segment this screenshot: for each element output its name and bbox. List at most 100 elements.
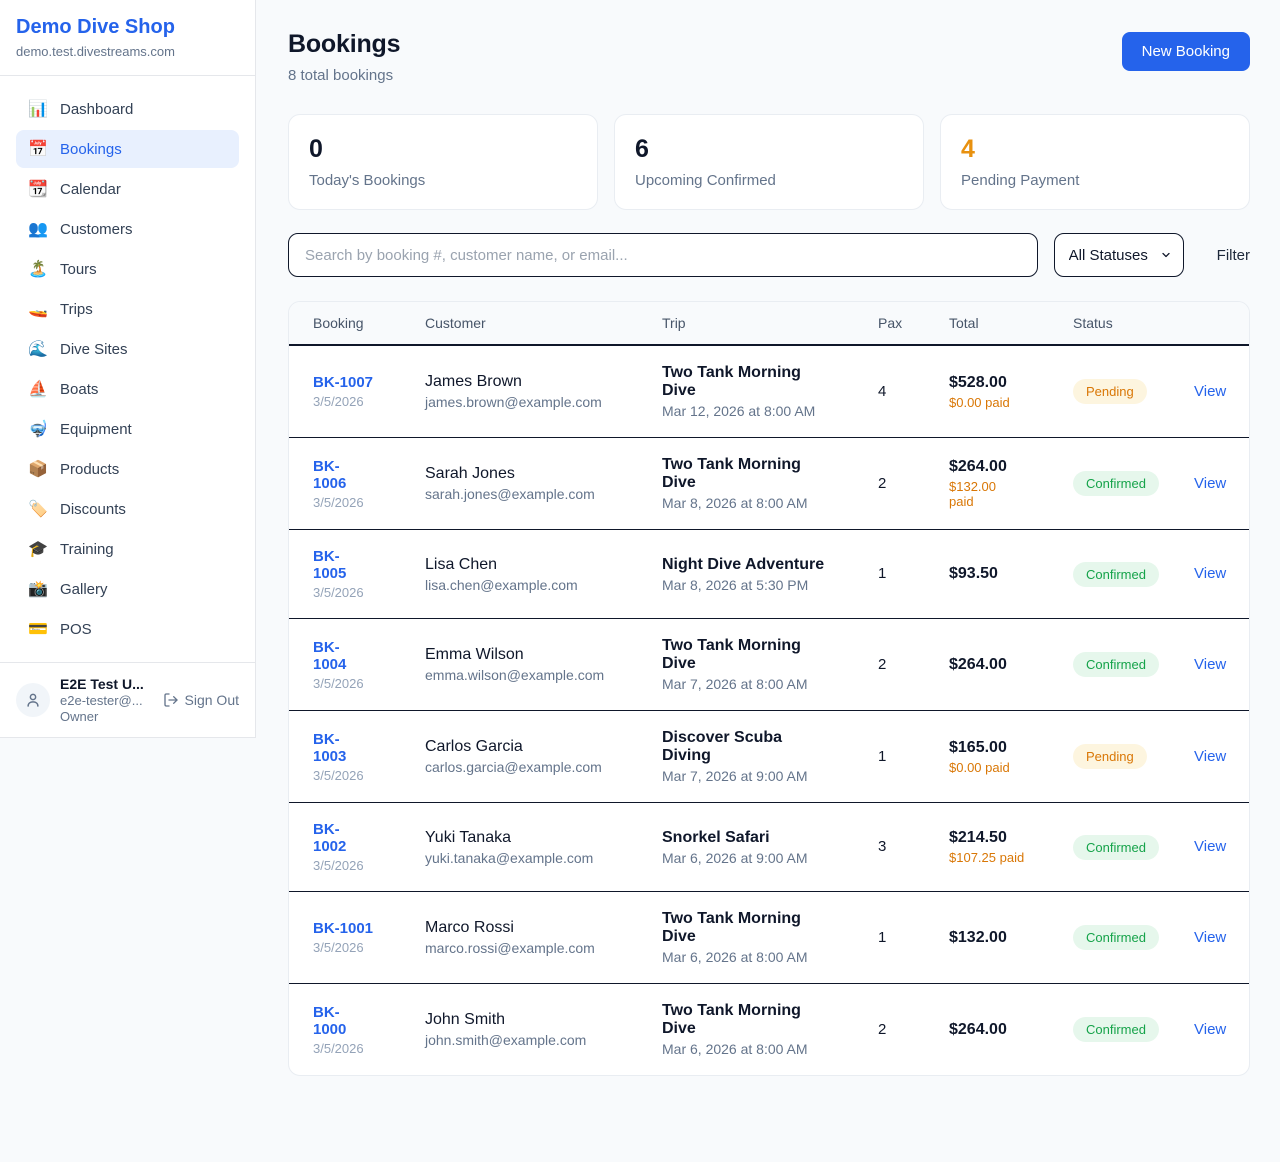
customer-cell: Yuki Tanaka yuki.tanaka@example.com (425, 802, 662, 892)
pax-cell: 4 (878, 345, 949, 438)
trip-datetime: Mar 6, 2026 at 8:00 AM (662, 949, 808, 965)
booking-id-link[interactable]: BK- 1006 (313, 457, 347, 492)
sidebar: Demo Dive Shop demo.test.divestreams.com… (0, 0, 256, 738)
booking-id-link[interactable]: BK- 1003 (313, 730, 347, 765)
stat-value: 4 (961, 135, 975, 163)
shop-name: Demo Dive Shop (16, 16, 175, 38)
view-link[interactable]: View (1194, 1020, 1227, 1038)
booking-cell: BK-1001 3/5/2026 (289, 891, 425, 984)
stat-card: 6 Upcoming Confirmed (614, 114, 924, 210)
customer-email: yuki.tanaka@example.com (425, 849, 594, 866)
view-link[interactable]: View (1194, 928, 1227, 946)
booking-id-link[interactable]: BK- 1002 (313, 821, 347, 855)
status-filter-select[interactable]: All Statuses (1053, 233, 1184, 277)
view-link[interactable]: View (1194, 474, 1227, 492)
booking-id-link[interactable]: BK- 1000 (313, 1003, 347, 1038)
sidebar-nav-item[interactable]: 🤿 Equipment (16, 410, 239, 448)
search-input[interactable] (288, 233, 1038, 277)
trip-name: Two Tank Morning Dive (662, 1002, 801, 1037)
col-header-status: Status (1073, 302, 1194, 346)
sidebar-nav-item[interactable]: 📦 Products (16, 450, 239, 488)
nav-item-icon: 📅 (28, 141, 48, 158)
booking-cell: BK- 1005 3/5/2026 (289, 529, 425, 619)
sidebar-nav-item[interactable]: 📸 Gallery (16, 570, 239, 608)
booking-row: BK- 1002 3/5/2026 Yuki Tanaka yuki.tanak… (289, 802, 1249, 892)
sidebar-nav-item[interactable]: 🎓 Training (16, 530, 239, 568)
booking-cell: BK-1007 3/5/2026 (289, 345, 425, 438)
nav-item-label: Trips (60, 300, 93, 318)
sidebar-nav-item[interactable]: 🚤 Trips (16, 290, 239, 328)
nav-item-icon: 📆 (28, 181, 48, 198)
status-badge: Pending (1073, 379, 1147, 404)
sidebar-nav-item[interactable]: 🏷️ Discounts (16, 490, 239, 528)
booking-row: BK-1001 3/5/2026 Marco Rossi marco.rossi… (289, 891, 1249, 984)
customer-email: carlos.garcia@example.com (425, 759, 602, 775)
sidebar-nav-item[interactable]: 📆 Calendar (16, 170, 239, 208)
trip-cell: Two Tank Morning Dive Mar 8, 2026 at 8:0… (662, 437, 878, 530)
trip-cell: Two Tank Morning Dive Mar 7, 2026 at 8:0… (662, 618, 878, 711)
view-link[interactable]: View (1194, 382, 1227, 400)
actions-cell: View (1194, 437, 1249, 530)
trip-name: Discover Scuba Diving (662, 729, 783, 764)
view-link[interactable]: View (1194, 655, 1227, 673)
shop-domain: demo.test.divestreams.com (16, 44, 175, 59)
user-name: E2E Test U... (60, 676, 144, 692)
view-link[interactable]: View (1194, 747, 1227, 765)
view-link[interactable]: View (1194, 565, 1227, 582)
booking-row: BK- 1005 3/5/2026 Lisa Chen lisa.chen@ex… (289, 529, 1249, 619)
booking-row: BK- 1003 3/5/2026 Carlos Garcia carlos.g… (289, 710, 1249, 803)
booking-date: 3/5/2026 (313, 1040, 364, 1056)
customer-email: marco.rossi@example.com (425, 940, 595, 956)
customer-name: Emma Wilson (425, 646, 524, 663)
bookings-table-card: Booking Customer Trip Pax Total Status B… (288, 301, 1250, 1076)
booking-id-link[interactable]: BK-1001 (313, 920, 374, 937)
booking-id-link[interactable]: BK- 1004 (313, 638, 347, 673)
sidebar-nav-item[interactable]: 🏝️ Tours (16, 250, 239, 288)
total-amount: $264.00 (949, 655, 1007, 673)
customer-cell: Marco Rossi marco.rossi@example.com (425, 891, 662, 984)
sidebar-nav-item[interactable]: ⛵ Boats (16, 370, 239, 408)
sidebar-nav-item[interactable]: 📊 Dashboard (16, 90, 239, 128)
booking-date: 3/5/2026 (313, 767, 364, 783)
nav-item-icon: 👥 (28, 221, 48, 238)
status-badge: Confirmed (1073, 925, 1159, 950)
stat-label: Pending Payment (961, 172, 1080, 189)
trip-cell: Two Tank Morning Dive Mar 6, 2026 at 8:0… (662, 984, 878, 1076)
brand-header: Demo Dive Shop demo.test.divestreams.com (0, 0, 255, 76)
customer-name: Yuki Tanaka (425, 828, 511, 846)
view-link[interactable]: View (1194, 838, 1227, 855)
filter-button[interactable]: Filter (1216, 246, 1250, 264)
booking-id-link[interactable]: BK-1007 (313, 374, 374, 391)
sidebar-nav-item[interactable]: 💳 POS (16, 610, 239, 648)
sidebar-nav-item[interactable]: 👥 Customers (16, 210, 239, 248)
booking-cell: BK- 1004 3/5/2026 (289, 618, 425, 711)
total-cell: $264.00 (949, 618, 1073, 711)
status-cell: Pending (1073, 345, 1194, 438)
sign-out-button[interactable]: Sign Out (163, 692, 239, 708)
page-title: Bookings (288, 30, 401, 58)
trip-datetime: Mar 7, 2026 at 9:00 AM (662, 768, 808, 784)
total-cell: $264.00 (949, 984, 1073, 1076)
customer-email: sarah.jones@example.com (425, 486, 595, 502)
booking-row: BK- 1004 3/5/2026 Emma Wilson emma.wilso… (289, 618, 1249, 711)
sidebar-nav-item[interactable]: 🌊 Dive Sites (16, 330, 239, 368)
user-email: e2e-tester@... (60, 693, 143, 708)
status-filter: All Statuses (1053, 233, 1184, 277)
total-cell: $132.00 (949, 891, 1073, 984)
sidebar-nav-item[interactable]: 📅 Bookings (16, 130, 239, 168)
stat-label: Today's Bookings (309, 172, 426, 189)
nav-item-label: Training (60, 540, 114, 558)
person-icon (27, 693, 39, 707)
actions-cell: View (1194, 345, 1249, 438)
trip-datetime: Mar 8, 2026 at 5:30 PM (662, 576, 809, 593)
booking-date: 3/5/2026 (313, 858, 364, 873)
status-cell: Confirmed (1073, 529, 1194, 619)
sidebar-nav: 📊 Dashboard 📅 Bookings 📆 Calendar 👥 Cust… (0, 76, 255, 662)
booking-id-link[interactable]: BK- 1005 (313, 548, 347, 582)
table-body: BK-1007 3/5/2026 James Brown james.brown… (289, 345, 1249, 1075)
actions-cell: View (1194, 618, 1249, 711)
page-header-text: Bookings 8 total bookings (288, 30, 400, 84)
new-booking-button[interactable]: New Booking (1121, 32, 1250, 71)
booking-date: 3/5/2026 (313, 675, 364, 691)
nav-item-icon: 📸 (28, 581, 48, 598)
